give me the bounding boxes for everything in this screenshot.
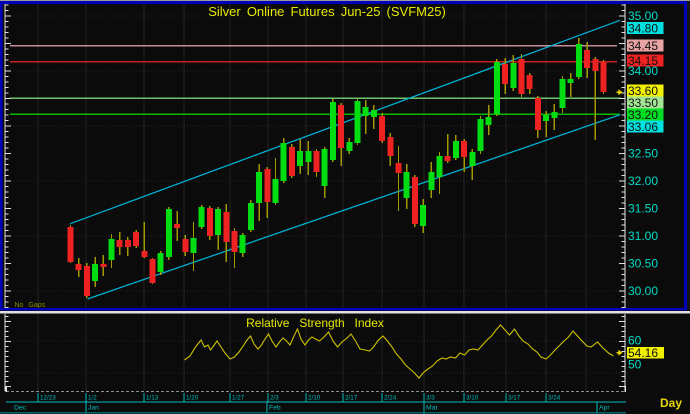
svg-text:33.20: 33.20 [628, 108, 658, 122]
svg-text:3/17: 3/17 [508, 395, 521, 402]
svg-text:31.50: 31.50 [628, 202, 658, 216]
svg-text:34.15: 34.15 [628, 54, 658, 68]
svg-text:34.00: 34.00 [628, 64, 658, 78]
svg-text:2/10: 2/10 [308, 395, 321, 402]
svg-text:1/13: 1/13 [146, 395, 159, 402]
svg-text:54.16: 54.16 [628, 346, 658, 360]
svg-text:Jan: Jan [88, 405, 99, 412]
svg-text:34.80: 34.80 [628, 22, 658, 36]
svg-text:1/2: 1/2 [88, 395, 97, 402]
svg-text:Feb: Feb [269, 405, 281, 412]
svg-text:31.00: 31.00 [628, 229, 658, 243]
svg-text:33.06: 33.06 [628, 120, 658, 134]
svg-text:30.00: 30.00 [628, 284, 658, 298]
svg-text:Dec: Dec [14, 405, 27, 412]
svg-text:Relative Strength Index: Relative Strength Index [246, 316, 384, 330]
svg-text:2/24: 2/24 [384, 395, 397, 402]
svg-text:1/20: 1/20 [186, 395, 199, 402]
svg-text:50: 50 [628, 358, 642, 372]
svg-text:Silver Online Futures Jun-25 (: Silver Online Futures Jun-25 (SVFM25) [208, 4, 446, 19]
svg-text:32.50: 32.50 [628, 147, 658, 161]
svg-text:30.50: 30.50 [628, 257, 658, 271]
svg-text:33.60: 33.60 [628, 84, 658, 98]
svg-text:No Gaps: No Gaps [15, 302, 46, 309]
svg-text:60: 60 [628, 334, 642, 348]
svg-text:3/10: 3/10 [466, 395, 479, 402]
svg-text:35.00: 35.00 [628, 9, 658, 23]
svg-text:Day: Day [660, 396, 682, 410]
svg-text:12/23: 12/23 [40, 395, 56, 402]
svg-text:2/3: 2/3 [270, 395, 279, 402]
svg-text:33.50: 33.50 [628, 96, 658, 110]
svg-text:3/24: 3/24 [548, 395, 561, 402]
svg-text:3/3: 3/3 [426, 395, 435, 402]
svg-text:32.00: 32.00 [628, 174, 658, 188]
svg-text:2/17: 2/17 [345, 395, 358, 402]
svg-text:1/27: 1/27 [232, 395, 245, 402]
svg-text:34.45: 34.45 [628, 39, 658, 53]
svg-text:Apr: Apr [599, 405, 610, 412]
svg-text:Mar: Mar [426, 405, 438, 412]
